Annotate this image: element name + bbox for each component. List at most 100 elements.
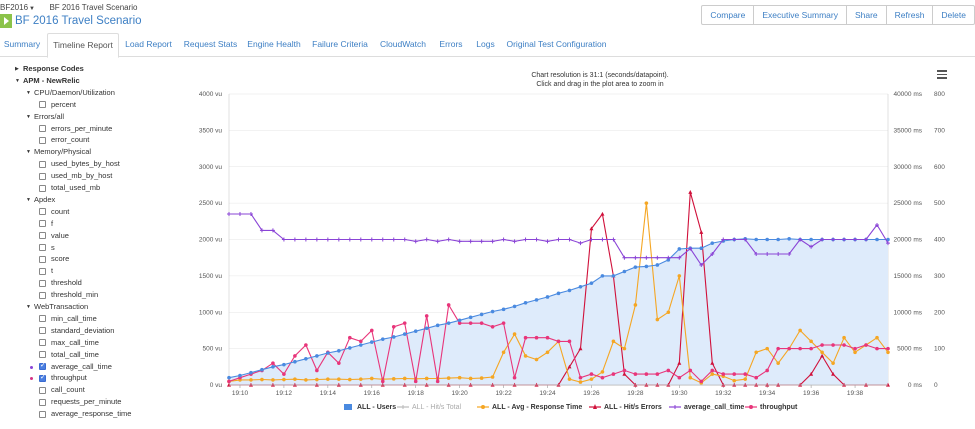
chevron-down-icon[interactable]: ▼ [26,304,31,310]
tab-timeline-report[interactable]: Timeline Report [47,33,119,58]
data-point [270,228,275,233]
metric-checkbox[interactable] [39,410,46,418]
delete-button[interactable]: Delete [933,5,975,25]
breadcrumb-project[interactable]: BF2016 [0,3,29,12]
legend-item[interactable]: ALL - Hit/s Total [412,404,461,411]
tree-node[interactable]: ▼ Errors/all [26,112,64,122]
chevron-down-icon[interactable]: ▼ [26,89,31,96]
metric-checkbox[interactable] [39,172,46,180]
tree-node[interactable]: value [39,231,69,241]
legend-item[interactable]: ALL - Avg - Response Time [492,404,582,411]
tab-load-report[interactable]: Load Report [125,39,172,49]
tree-node[interactable]: ▼ WebTransaction [26,302,88,312]
tree-node[interactable]: call_count [39,385,85,395]
chevron-right-icon[interactable]: ▶ [15,66,19,72]
tree-node[interactable]: f [39,219,53,229]
metric-checkbox[interactable] [39,255,46,263]
metric-checkbox[interactable] [39,339,46,347]
metric-checkbox[interactable] [39,373,46,383]
tree-node[interactable]: percent [39,100,76,110]
tab-logs[interactable]: Logs [476,39,495,49]
timeline-chart[interactable]: Chart resolution is 31:1 (seconds/datapo… [180,63,975,423]
tree-node[interactable]: average_response_time [39,409,131,419]
chevron-down-icon[interactable]: ▼ [26,196,31,203]
metric-checkbox[interactable] [39,327,46,335]
tree-node[interactable]: threshold [39,278,82,288]
metric-checkbox[interactable] [39,361,46,371]
chevron-down-icon[interactable]: ▼ [26,149,31,156]
metric-checkbox[interactable] [39,315,46,323]
data-point [512,375,517,380]
legend-item[interactable]: ALL - Hit/s Errors [604,404,662,411]
data-point [600,375,605,380]
metric-checkbox[interactable] [39,208,46,216]
legend-item[interactable]: throughput [760,404,798,411]
chevron-down-icon[interactable]: ▼ [26,113,31,120]
data-point [578,241,583,246]
tree-node[interactable]: ▶ Response Codes [15,64,84,74]
breadcrumb-scenario[interactable]: BF 2016 Travel Scenario [49,3,138,12]
tree-node[interactable]: t [39,266,53,276]
metric-checkbox[interactable] [39,232,46,240]
tree-node[interactable]: throughput [39,373,87,383]
tab-failure-criteria[interactable]: Failure Criteria [312,39,368,49]
share-button[interactable]: Share [846,5,887,25]
tree-node[interactable]: total_call_time [39,350,99,360]
tree-node[interactable]: errors_per_minute [39,124,112,134]
tree-node[interactable]: max_call_time [39,338,99,348]
tree-node[interactable]: standard_deviation [39,326,114,336]
metric-checkbox[interactable] [39,125,46,132]
legend-item[interactable]: ALL - Users [357,404,396,411]
tree-node-label: standard_deviation [51,325,115,335]
metric-checkbox[interactable] [39,351,46,359]
tree-node-label: total_used_mb [51,183,101,192]
tab-request-stats[interactable]: Request Stats [183,39,238,49]
data-point [754,252,759,257]
hamburger-menu-icon[interactable] [937,70,947,79]
metric-checkbox[interactable] [39,291,46,299]
chart-svg[interactable]: 0 vu 0 ms 0 500 vu 5000 ms 100 1000 vu 10000 ms… [180,63,975,423]
tree-node[interactable]: error_count [39,135,89,145]
metric-checkbox[interactable] [39,279,46,287]
tree-node[interactable]: total_used_mb [39,183,100,193]
metric-checkbox[interactable] [39,386,46,394]
tree-node[interactable]: ▼ Memory/Physical [26,147,91,157]
refresh-button[interactable]: Refresh [886,5,934,25]
data-point [677,375,682,380]
data-point [358,237,363,242]
tab-errors[interactable]: Errors [439,39,463,49]
metric-checkbox[interactable] [39,267,46,275]
tree-node[interactable]: used_bytes_by_host [39,159,120,169]
data-point [391,335,396,339]
metric-checkbox[interactable] [39,136,46,144]
compare-button[interactable]: Compare [701,5,755,25]
tree-node[interactable]: min_call_time [39,314,97,324]
tree-node-label: threshold [51,278,82,288]
tree-node[interactable]: requests_per_minute [39,397,121,407]
tree-node[interactable]: threshold_min [39,290,98,300]
executive-summary-button[interactable]: Executive Summary [754,5,847,25]
chevron-down-icon[interactable]: ▼ [15,77,20,84]
tree-node[interactable]: score [39,254,69,264]
tree-node[interactable]: ▼ APM - NewRelic [15,76,80,86]
tree-node-label: Apdex [34,194,56,204]
metric-checkbox[interactable] [39,160,46,168]
legend-item[interactable]: average_call_time [684,404,744,411]
tab-engine-health[interactable]: Engine Health [247,39,301,49]
data-point [337,361,341,365]
metric-checkbox[interactable] [39,101,46,109]
tree-node[interactable]: average_call_time [39,361,112,372]
tab-cloudwatch[interactable]: CloudWatch [380,39,426,49]
chevron-down-icon[interactable]: ▼ [29,6,35,12]
metric-checkbox[interactable] [39,184,46,192]
tree-node[interactable]: s [39,243,55,253]
metric-checkbox[interactable] [39,220,46,228]
tab-original-test-configuration[interactable]: Original Test Configuration [506,39,607,49]
metric-checkbox[interactable] [39,244,46,251]
tree-node[interactable]: count [39,207,69,217]
tab-summary[interactable]: Summary [3,39,41,49]
tree-node[interactable]: ▼ CPU/Daemon/Utilization [26,88,115,98]
metric-checkbox[interactable] [39,398,46,406]
tree-node[interactable]: used_mb_by_host [39,171,112,181]
tree-node[interactable]: ▼ Apdex [26,195,55,205]
